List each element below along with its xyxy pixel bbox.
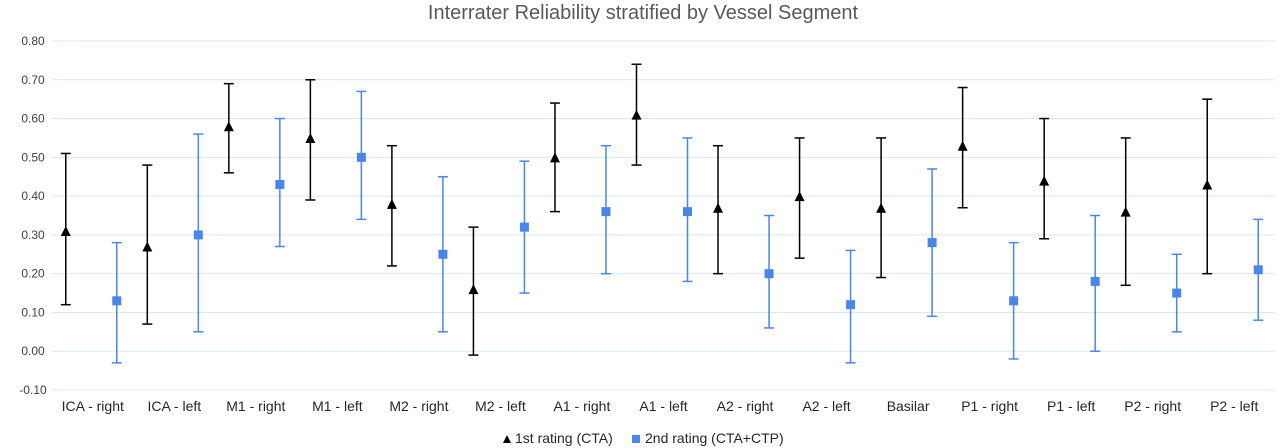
legend-label-2nd-rating: 2nd rating (CTA+CTP)	[645, 430, 784, 446]
data-point-square	[112, 296, 122, 306]
y-tick-label: 0.40	[21, 189, 45, 203]
legend-square-marker	[632, 435, 640, 443]
data-point-square	[846, 300, 856, 310]
data-point-triangle	[142, 241, 153, 252]
x-tick-label: ICA - right	[62, 398, 124, 414]
x-tick-label: Basilar	[887, 398, 930, 414]
y-tick-label: 0.80	[21, 34, 45, 48]
data-point-triangle	[468, 284, 479, 295]
x-tick-label: M1 - right	[226, 398, 285, 414]
y-tick-label: 0.20	[21, 267, 45, 281]
data-point-triangle	[713, 202, 724, 213]
y-tick-label: 0.70	[21, 73, 45, 87]
y-tick-label: -0.10	[19, 383, 47, 397]
x-tick-label: A1 - left	[639, 398, 687, 414]
y-tick-label: 0.00	[21, 344, 45, 358]
data-point-square	[1253, 265, 1263, 275]
gridlines	[52, 40, 1275, 391]
legend: 1st rating (CTA) 2nd rating (CTA+CTP)	[503, 430, 784, 446]
x-tick-label: P2 - right	[1124, 398, 1181, 414]
x-tick-label: A2 - right	[717, 398, 774, 414]
data-point-square	[519, 222, 529, 232]
legend-item-1st-rating: 1st rating (CTA)	[503, 430, 613, 446]
x-tick-label: ICA - left	[147, 398, 201, 414]
x-tick-label: M2 - right	[389, 398, 448, 414]
x-tick-label: P2 - left	[1210, 398, 1258, 414]
data-point-triangle	[549, 152, 560, 163]
y-tick-label: 0.10	[21, 305, 45, 319]
data-point-triangle	[60, 226, 71, 237]
data-point-square	[1009, 296, 1019, 306]
data-point-square	[275, 179, 285, 189]
data-point-triangle	[794, 191, 805, 202]
y-tick-label: 0.50	[21, 150, 45, 164]
series-2	[111, 90, 1264, 364]
data-point-square	[356, 152, 366, 162]
data-point-square	[683, 207, 692, 217]
legend-item-2nd-rating: 2nd rating (CTA+CTP)	[632, 430, 784, 446]
x-tick-label: A2 - left	[802, 398, 850, 414]
series-1	[60, 63, 1213, 356]
data-point-square	[1090, 276, 1100, 286]
x-tick-label: M2 - left	[475, 398, 526, 414]
data-point-triangle	[1120, 206, 1131, 217]
chart-title: Interrater Reliability stratified by Ves…	[428, 2, 859, 24]
data-point-triangle	[957, 140, 968, 151]
data-point-triangle	[386, 198, 397, 209]
y-axis-ticks: -0.10 0.00 0.10 0.20 0.30 0.40 0.50 0.60 0.70 0.8…	[19, 34, 47, 397]
plot-area	[60, 63, 1264, 364]
data-point-triangle	[876, 202, 887, 213]
data-point-triangle	[1039, 175, 1050, 186]
data-point-triangle	[305, 132, 316, 143]
legend-label-1st-rating: 1st rating (CTA)	[515, 430, 613, 446]
data-point-triangle	[223, 121, 234, 132]
data-point-square	[193, 230, 203, 240]
legend-triangle-marker	[503, 435, 511, 443]
y-tick-label: 0.60	[21, 112, 45, 126]
data-point-square	[764, 269, 774, 279]
x-axis-labels: ICA - right ICA - left M1 - right M1 - left…	[62, 398, 1259, 414]
data-point-triangle	[631, 109, 642, 120]
x-tick-label: P1 - left	[1047, 398, 1095, 414]
y-tick-label: 0.30	[21, 228, 45, 242]
data-point-square	[1172, 288, 1182, 298]
data-point-square	[927, 238, 937, 248]
x-tick-label: A1 - right	[554, 398, 611, 414]
data-point-square	[601, 207, 611, 217]
data-point-square	[438, 249, 448, 259]
data-point-triangle	[1202, 179, 1213, 190]
x-tick-label: P1 - right	[961, 398, 1018, 414]
x-tick-label: M1 - left	[312, 398, 363, 414]
